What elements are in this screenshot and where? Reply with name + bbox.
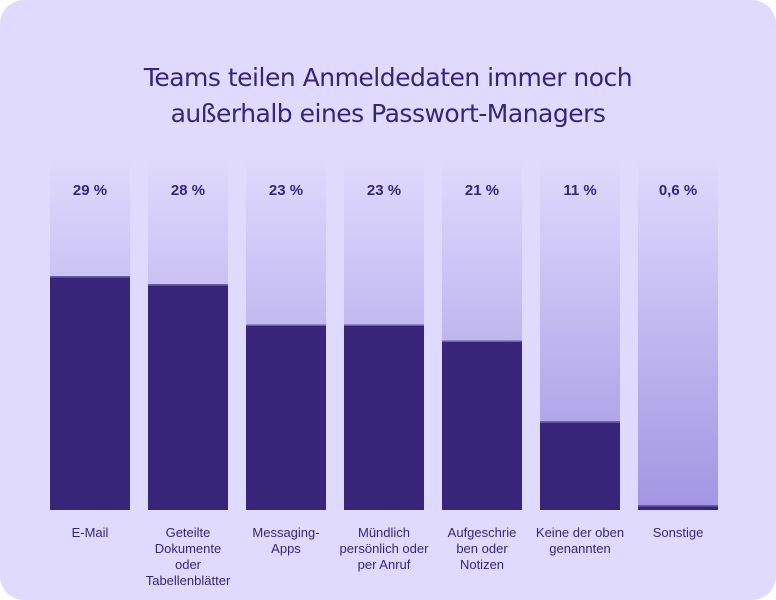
category-label-line: Messaging-	[252, 525, 320, 540]
column-background	[638, 160, 718, 510]
category-label-line: E-Mail	[71, 525, 109, 540]
bar	[148, 284, 228, 510]
category-label: E-Mail	[40, 525, 140, 541]
chart-title: Teams teilen Anmeldedaten immer noch auß…	[0, 60, 776, 132]
chart-title-line-1: Teams teilen Anmeldedaten immer noch	[143, 63, 633, 92]
category-label: Aufgeschrie ben oder Notizen	[432, 525, 532, 573]
category-label-line: persönlich oder	[339, 541, 429, 556]
bar	[540, 421, 620, 510]
category-label-line: Mündlich	[357, 525, 411, 540]
bar-top-edge	[344, 324, 424, 327]
value-label: 23 %	[367, 182, 401, 199]
value-label: 29 %	[73, 182, 107, 199]
bar	[442, 340, 522, 510]
category-label-line: oder	[174, 557, 202, 572]
category-label-line: Keine der oben	[535, 525, 625, 540]
bar	[50, 276, 130, 510]
bar-top-edge	[638, 505, 718, 507]
category-label-line: Aufgeschrie	[447, 525, 517, 540]
value-label: 21 %	[465, 182, 499, 199]
category-label: Sonstige	[628, 525, 728, 541]
bar-top-edge	[442, 340, 522, 343]
category-label-line: Dokumente	[154, 541, 222, 556]
bar-top-edge	[246, 324, 326, 327]
bar-top-edge	[540, 421, 620, 423]
value-label: 23 %	[269, 182, 303, 199]
value-label: 11 %	[563, 182, 596, 199]
category-label: Messaging- Apps	[236, 525, 336, 557]
bar	[638, 505, 718, 510]
category-label-line: Sonstige	[652, 525, 704, 540]
category-label-line: Tabellenblätter	[145, 573, 231, 588]
category-label-line: Notizen	[459, 557, 505, 572]
bar	[246, 324, 326, 510]
value-label: 0,6 %	[659, 182, 697, 199]
category-label-line: Geteilte	[165, 525, 211, 540]
value-label: 28 %	[171, 182, 205, 199]
category-label-line: per Anruf	[357, 557, 411, 572]
bar-top-edge	[148, 284, 228, 286]
category-label: Mündlich persönlich oder per Anruf	[334, 525, 434, 573]
chart-title-line-2: außerhalb eines Passwort-Managers	[170, 99, 606, 128]
category-label: Keine der oben genannten	[530, 525, 630, 557]
bar-top-edge	[50, 276, 130, 278]
category-label: Geteilte Dokumente oder Tabellenblätter	[138, 525, 238, 589]
category-label-line: Apps	[271, 541, 301, 556]
category-label-line: ben oder	[456, 541, 508, 556]
bar	[344, 324, 424, 510]
category-label-line: genannten	[549, 541, 611, 556]
